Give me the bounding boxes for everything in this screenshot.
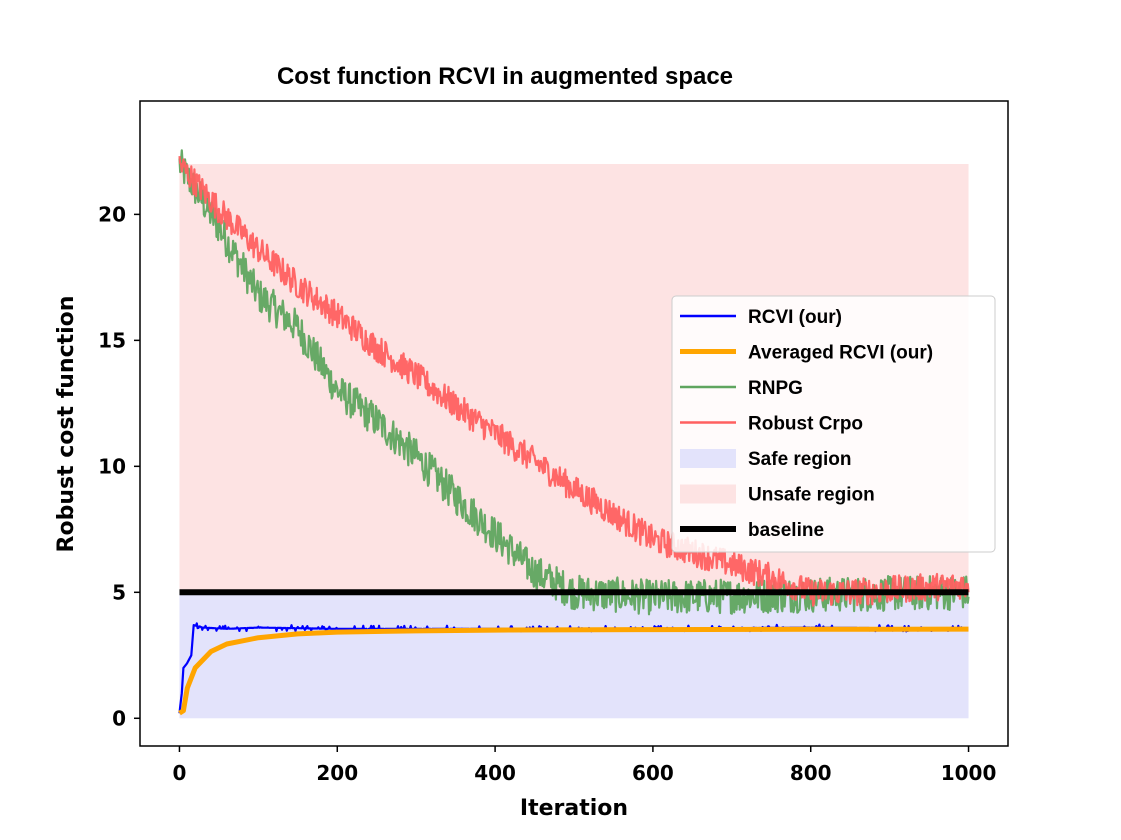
legend-label-safe-region: Safe region	[748, 449, 851, 470]
y-tick-label: 5	[112, 580, 126, 604]
y-tick-label: 0	[112, 706, 126, 730]
averaged-rcvi-our-line	[178, 626, 969, 716]
legend-label-averaged-rcvi-our: Averaged RCVI (our)	[748, 343, 933, 364]
legend-label-rnpg: RNPG	[748, 378, 803, 399]
legend-label-robust-crpo: Robust Crpo	[748, 414, 863, 435]
x-tick-label: 0	[172, 761, 186, 785]
legend-box	[671, 295, 996, 553]
legend-label-baseline: baseline	[748, 520, 824, 541]
x-tick-label: 800	[790, 761, 832, 785]
x-tick-label: 600	[632, 761, 674, 785]
robust-crpo-line	[178, 155, 970, 607]
x-tick-label: 200	[316, 761, 358, 785]
legend: RCVI (our) Averaged RCVI (our) RNPG Robust …	[671, 295, 996, 553]
x-tick-label: 1000	[941, 761, 997, 785]
series-layer	[178, 149, 970, 716]
legend-label-rcvi-our: RCVI (our)	[748, 307, 842, 328]
x-axis: 0 200 400 600 800 1000	[172, 746, 996, 785]
unsafe-region-legend-swatch	[680, 484, 736, 504]
y-axis: 0 5 10 15 20	[98, 202, 140, 730]
y-tick-label: 20	[98, 202, 126, 226]
safe-region-legend-swatch	[680, 449, 736, 468]
y-tick-label: 15	[98, 328, 126, 352]
x-axis-label: Iteration	[520, 796, 628, 821]
safe-region-area	[179, 592, 969, 719]
plot-frame	[139, 100, 1009, 747]
x-tick-label: 400	[474, 761, 516, 785]
chart-title: Cost function RCVI in augmented space	[277, 63, 733, 90]
y-axis-label: Robust cost function	[54, 296, 79, 553]
rnpg-line	[178, 149, 970, 616]
legend-label-unsafe-region: Unsafe region	[748, 485, 875, 506]
y-tick-label: 10	[98, 454, 126, 478]
